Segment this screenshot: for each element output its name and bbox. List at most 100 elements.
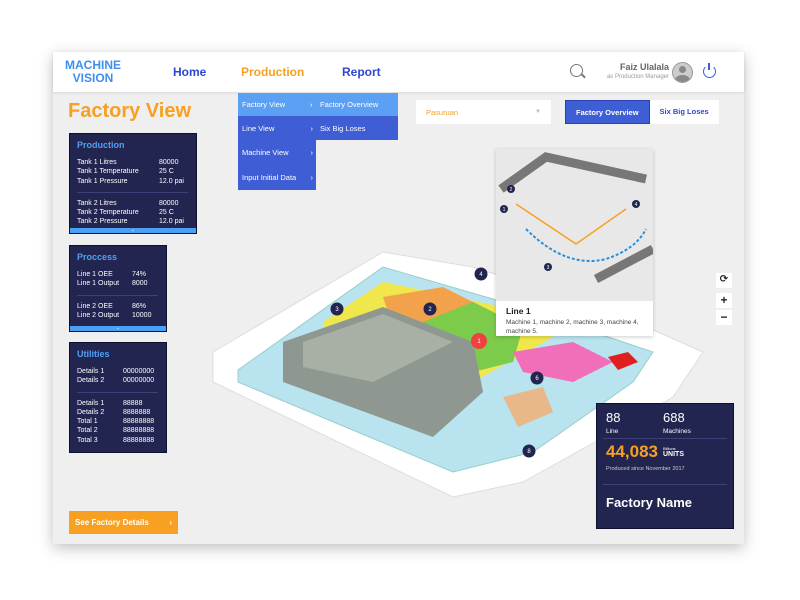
line-marker xyxy=(507,185,515,193)
row-value: 10000 xyxy=(132,311,152,319)
row-label: Details 1 xyxy=(77,399,105,407)
avatar[interactable] xyxy=(672,62,693,83)
line-description: Machine 1, machine 2, machine 3, machine… xyxy=(506,319,639,335)
zoom-out-button[interactable]: − xyxy=(716,310,732,325)
menu-label: Line View xyxy=(242,123,275,133)
map-marker-label: 8 xyxy=(527,449,531,455)
panel-title: Utilities xyxy=(77,349,110,359)
chevron-right-icon: › xyxy=(169,518,172,527)
factory-map[interactable]: 1 2 3 4 6 8 xyxy=(53,52,744,544)
line-marker xyxy=(544,263,552,271)
menu-item-factory-view[interactable]: Factory View › xyxy=(238,93,398,116)
panel-row: Tank 1 Temperature 25 C xyxy=(77,167,196,176)
page-title: Factory View xyxy=(68,100,192,122)
map-marker-label: 1 xyxy=(477,339,481,345)
row-value: 86% xyxy=(132,302,147,310)
submenu-panel xyxy=(316,116,398,140)
divider xyxy=(603,438,727,439)
nav-home[interactable]: Home xyxy=(173,65,207,79)
menu-item-machine-view[interactable]: Machine View › xyxy=(238,140,316,165)
line-preview-card[interactable]: 1 2 3 4 Line 1 Machine 1, machine 2, machin… xyxy=(496,149,653,336)
zone-line xyxy=(515,203,627,245)
panel-row: Details 2 00000000 xyxy=(77,376,166,385)
row-value: 25 C xyxy=(159,209,174,217)
line-marker-label: 1 xyxy=(503,207,506,213)
nav-report[interactable]: Report xyxy=(342,65,381,79)
map-marker[interactable] xyxy=(423,302,437,316)
units-value: 44,083 xyxy=(606,442,658,461)
zoom-in-button[interactable]: + xyxy=(716,293,732,308)
panel-row: Details 1 00000000 xyxy=(77,367,166,376)
row-value: 88888888 xyxy=(123,436,155,444)
row-value: 12.0 pai xyxy=(159,177,184,185)
row-label: Total 2 xyxy=(77,427,98,435)
row-label: Tank 2 Temperature xyxy=(77,209,139,217)
power-icon[interactable] xyxy=(703,63,716,78)
logo-line-1: MACHINE xyxy=(65,58,121,72)
menu-item-line-view[interactable]: Line View › xyxy=(238,116,316,140)
row-value: 8888888 xyxy=(123,408,151,416)
map-marker[interactable] xyxy=(474,267,488,281)
row-value: 74% xyxy=(132,271,147,278)
panel-row: Line 2 Output 10000 xyxy=(77,311,166,320)
map-marker-label: 3 xyxy=(335,307,339,313)
menu-panel xyxy=(238,116,316,190)
divider xyxy=(77,191,188,193)
map-marker[interactable] xyxy=(522,444,536,458)
map-marker[interactable] xyxy=(530,371,544,385)
map-marker[interactable] xyxy=(330,302,344,316)
units-row: 44,083 Billions UNITS xyxy=(606,442,684,462)
panel-row: Tank 2 Pressure 12.0 pai xyxy=(77,217,196,226)
map-marker[interactable] xyxy=(471,333,487,349)
nav-production[interactable]: Production xyxy=(241,65,305,79)
row-label: Tank 2 Pressure xyxy=(77,218,128,226)
rotate-icon[interactable]: ⟳ xyxy=(716,273,732,288)
map-tan-zone xyxy=(503,387,553,427)
factory-name: Factory Name xyxy=(606,495,692,510)
chevron-right-icon: › xyxy=(310,173,314,182)
process-panel: Proccess Line 1 OEE 74% Line 1 Output 8000 Li… xyxy=(69,245,167,332)
row-value: 8000 xyxy=(132,280,148,288)
line-title: Line 1 xyxy=(506,306,531,316)
expand-chevron-icon[interactable]: ⌄ xyxy=(70,326,166,331)
line-marker-label: 3 xyxy=(547,265,550,271)
row-label: Line 2 Output xyxy=(77,311,120,319)
divider xyxy=(603,484,727,485)
panel-title: Production xyxy=(77,140,125,150)
expand-chevron-icon[interactable]: ⌄ xyxy=(70,228,196,233)
machines-label: Machines xyxy=(663,428,691,435)
chevron-right-icon: › xyxy=(310,148,314,157)
menu-item-input-initial-data[interactable]: Input Initial Data › xyxy=(238,165,316,190)
produced-since: Produced since November 2017 xyxy=(606,466,685,472)
menu-label: Machine View xyxy=(242,148,289,157)
app-window: MACHINE VISION Home Production Report Fai… xyxy=(53,52,744,544)
map-marker-label: 4 xyxy=(479,272,483,278)
menu-label: Factory View xyxy=(242,100,286,109)
tab-six-big-loses[interactable]: Six Big Loses xyxy=(649,100,719,124)
button-label: See Factory Details xyxy=(75,518,149,527)
row-label: Total 3 xyxy=(77,436,98,444)
see-factory-details-button[interactable]: See Factory Details › xyxy=(69,511,178,534)
conveyor xyxy=(593,245,653,283)
row-value: 88888888 xyxy=(123,427,155,435)
row-label: Total 1 xyxy=(77,418,98,426)
panel-row: Line 1 Output 8000 xyxy=(77,279,166,288)
line-label: Line xyxy=(606,428,619,435)
logo[interactable]: MACHINE VISION xyxy=(65,59,121,85)
submenu-item-six-big-loses[interactable]: Six Big Loses xyxy=(320,123,366,133)
submenu-item-factory-overview[interactable]: Factory Overview xyxy=(320,100,379,109)
map-red-machine xyxy=(608,352,638,370)
tab-factory-overview[interactable]: Factory Overview xyxy=(565,100,650,124)
line-marker-label: 4 xyxy=(635,202,638,208)
row-label: Details 2 xyxy=(77,408,105,416)
panel-row: Tank 1 Pressure 12.0 pai xyxy=(77,177,196,186)
user-name: Faiz Ulalala xyxy=(619,62,669,72)
panel-row: Details 2 8888888 xyxy=(77,408,166,417)
divider xyxy=(77,391,158,393)
location-select[interactable]: Pasuruan ▼ xyxy=(416,100,551,124)
row-value: 12.0 pai xyxy=(159,218,184,226)
units-scale: Billions xyxy=(663,445,676,451)
chevron-right-icon: › xyxy=(310,123,314,133)
search-icon[interactable] xyxy=(570,64,583,77)
production-panel: Production Tank 1 Litres 80000 Tank 1 Tempe… xyxy=(69,133,197,234)
